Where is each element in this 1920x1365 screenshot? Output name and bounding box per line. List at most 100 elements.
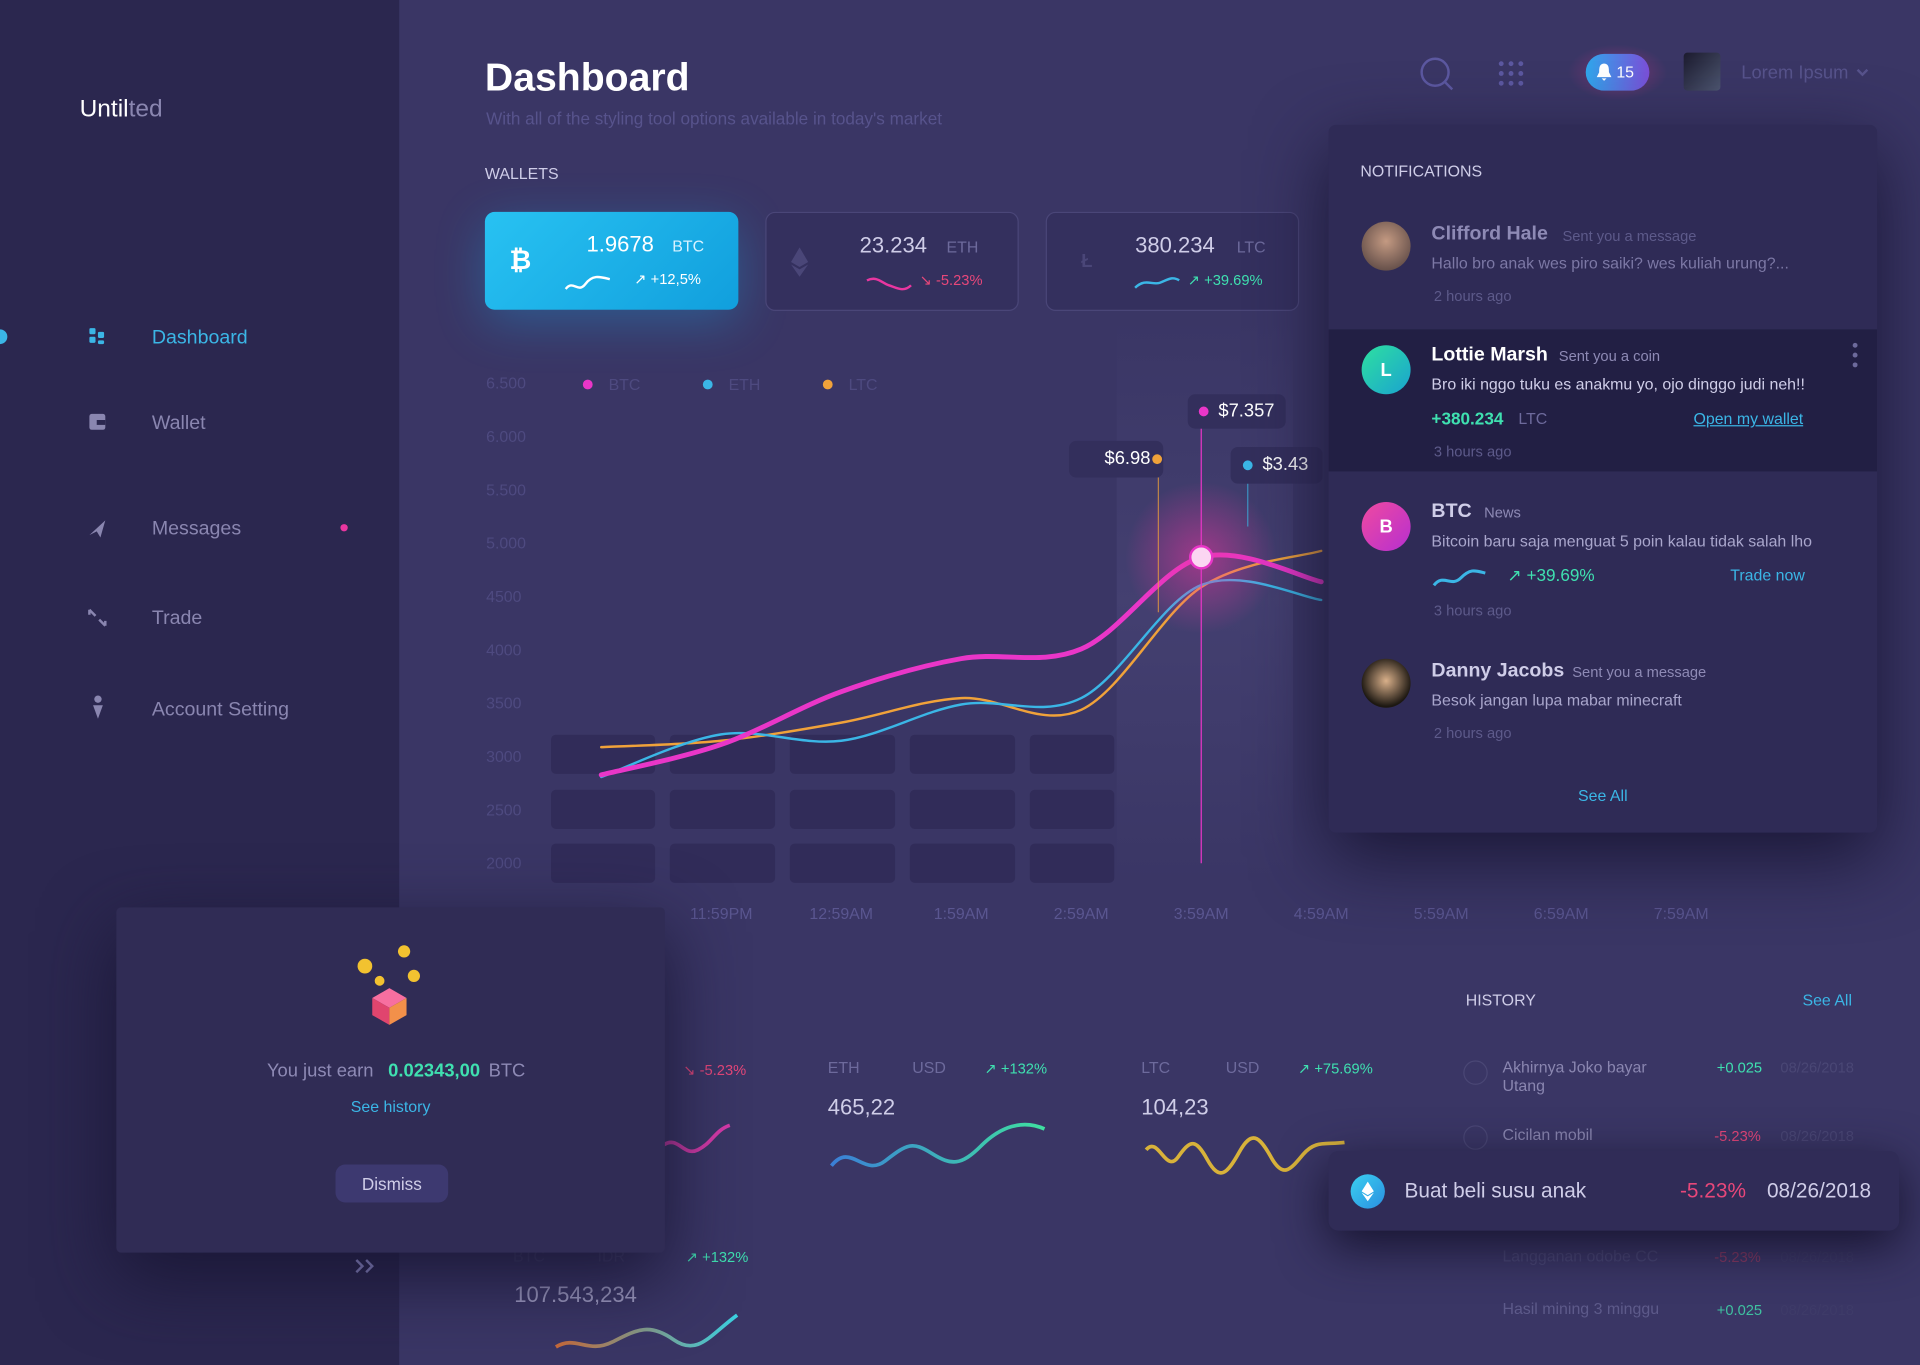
y-tick-label: 4000 bbox=[486, 642, 522, 659]
open-wallet-link[interactable]: Open my wallet bbox=[1693, 409, 1804, 428]
tooltip-label: $7.357 bbox=[1218, 399, 1274, 420]
notification-highlight[interactable] bbox=[1328, 329, 1878, 472]
x-tick-label: 3:59AM bbox=[1174, 906, 1229, 923]
wallet-card[interactable]: 23.234 ETH ↘ -5.23% bbox=[765, 211, 1019, 312]
tooltip-label: $6.98 bbox=[1104, 447, 1150, 468]
nav-item[interactable]: Trade bbox=[151, 607, 203, 629]
market-price: 465,22 bbox=[827, 1094, 896, 1120]
wallet-change-value: +12,5% bbox=[650, 270, 701, 288]
nav-item[interactable]: Dashboard bbox=[151, 327, 248, 349]
y-tick-label: 2000 bbox=[486, 856, 522, 873]
notification-action: Sent you a coin bbox=[1558, 347, 1661, 365]
tooltip-box bbox=[1068, 440, 1164, 478]
grid-block bbox=[669, 734, 776, 774]
market-change: ↗ +132% bbox=[685, 1248, 749, 1266]
legend-marker bbox=[822, 379, 833, 390]
tooltip-label: $3.43 bbox=[1262, 453, 1308, 474]
y-tick-label: 2500 bbox=[486, 802, 522, 819]
grid-block bbox=[789, 734, 896, 774]
y-tick-label: 5.000 bbox=[486, 536, 526, 553]
section-heading: WALLETS bbox=[484, 164, 559, 183]
market-sparkline bbox=[554, 1313, 739, 1349]
history-icon bbox=[1350, 1174, 1385, 1209]
nav-item[interactable]: Messages bbox=[151, 518, 242, 540]
legend-marker bbox=[702, 379, 713, 390]
wallet-unit: ETH bbox=[946, 237, 979, 257]
notification-message: Besok jangan lupa mabar minecraft bbox=[1431, 690, 1682, 710]
market-change: ↗ +132% bbox=[984, 1060, 1048, 1078]
user-name[interactable]: Lorem Ipsum bbox=[1741, 62, 1849, 84]
see-all-link[interactable]: See All bbox=[1578, 786, 1628, 805]
x-tick-label: 7:59AM bbox=[1654, 906, 1709, 923]
notification-badge[interactable]: 15 bbox=[1585, 53, 1650, 91]
x-tick-label: 12:59AM bbox=[809, 906, 873, 923]
sender-name: Clifford Hale bbox=[1431, 223, 1548, 245]
history-highlight[interactable]: Buat beli susu anak -5.23% 08/26/2018 bbox=[1328, 1151, 1900, 1231]
x-tick-label: 6:59AM bbox=[1534, 906, 1589, 923]
y-tick-label: 6.000 bbox=[486, 429, 526, 446]
more-menu[interactable] bbox=[1851, 342, 1858, 369]
history-icon bbox=[1463, 1060, 1488, 1085]
earn-text: You just earn bbox=[266, 1060, 374, 1082]
news-change: ↗ +39.69% bbox=[1507, 565, 1595, 585]
coin-icon: ₿ bbox=[509, 244, 532, 276]
section-heading: HISTORY bbox=[1465, 990, 1536, 1010]
notification-message: Hallo bro anak wes piro saiki? wes kulia… bbox=[1431, 253, 1789, 273]
wallet-amount: 380.234 bbox=[1135, 232, 1215, 258]
grid-block bbox=[669, 789, 776, 829]
trade-now-link[interactable]: Trade now bbox=[1730, 565, 1805, 585]
user-avatar[interactable] bbox=[1683, 52, 1721, 91]
grid-block bbox=[551, 734, 656, 774]
history-amount: -5.23% bbox=[1680, 1178, 1746, 1203]
dismiss-button[interactable]: Dismiss bbox=[335, 1164, 449, 1203]
earn-amount: 0.02343,00 bbox=[388, 1060, 481, 1082]
grid-block bbox=[909, 843, 1016, 883]
market-sparkline bbox=[829, 1122, 1046, 1168]
x-tick-label: 5:59AM bbox=[1414, 906, 1469, 923]
notification-count: 15 bbox=[1616, 62, 1635, 82]
dropdown-chevron bbox=[1856, 68, 1869, 77]
grid-block bbox=[909, 734, 1016, 774]
market-quote: USD bbox=[1225, 1058, 1260, 1077]
avatar bbox=[1361, 658, 1411, 708]
section-heading: NOTIFICATIONS bbox=[1360, 161, 1483, 181]
market-sparkline bbox=[1144, 1136, 1345, 1175]
grid-block bbox=[551, 843, 656, 883]
tooltip-dot bbox=[1152, 454, 1163, 465]
unread-dot bbox=[340, 524, 348, 532]
grid-block bbox=[1029, 843, 1115, 883]
wallet-change-value: +39.69% bbox=[1204, 271, 1263, 289]
notification-time: 2 hours ago bbox=[1433, 287, 1512, 305]
reward-icon bbox=[357, 945, 421, 1025]
wallet-card[interactable]: Ł 380.234 LTC ↗ +39.69% bbox=[1045, 211, 1300, 312]
history-amount: +0.025 bbox=[1716, 1301, 1763, 1319]
wallet-change-value: -5.23% bbox=[935, 271, 983, 289]
wallet-amount: 1.9678 bbox=[586, 231, 654, 257]
grid-block bbox=[669, 843, 776, 883]
history-amount: -5.23% bbox=[1714, 1248, 1761, 1266]
market-change-value: +132% bbox=[702, 1248, 749, 1266]
x-tick-label: 1:59AM bbox=[934, 906, 989, 923]
notification-action: Sent you a message bbox=[1562, 227, 1697, 245]
see-all-link[interactable]: See All bbox=[1802, 990, 1853, 1010]
earn-popup: You just earn 0.02343,00 BTC See history… bbox=[116, 907, 665, 1253]
wallet-unit: LTC bbox=[1236, 237, 1266, 257]
notification-time: 3 hours ago bbox=[1433, 602, 1512, 620]
collapse-icon bbox=[355, 1259, 374, 1274]
nav-item[interactable]: Wallet bbox=[151, 413, 206, 434]
sender-name: BTC bbox=[1431, 501, 1472, 523]
nav-item[interactable]: Account Setting bbox=[151, 699, 290, 721]
news-change-value: +39.69% bbox=[1526, 565, 1595, 585]
grid-block bbox=[789, 789, 896, 829]
history-date: 08/26/2018 bbox=[1780, 1127, 1854, 1145]
notification-time: 2 hours ago bbox=[1433, 724, 1512, 742]
x-tick-label: 4:59AM bbox=[1294, 906, 1349, 923]
header-icons[interactable] bbox=[1414, 51, 1536, 95]
history-title: Cicilan mobil bbox=[1502, 1125, 1593, 1144]
notification-message: Bro iki nggo tuku es anakmu yo, ojo ding… bbox=[1431, 374, 1805, 394]
avatar bbox=[1361, 221, 1411, 271]
wallet-card[interactable]: ₿ 1.9678 BTC ↗ +12,5% bbox=[484, 211, 739, 310]
notification-time: 3 hours ago bbox=[1433, 443, 1512, 461]
see-history-link[interactable]: See history bbox=[350, 1097, 431, 1116]
notification-message: Bitcoin baru saja menguat 5 poin kalau t… bbox=[1431, 531, 1812, 551]
